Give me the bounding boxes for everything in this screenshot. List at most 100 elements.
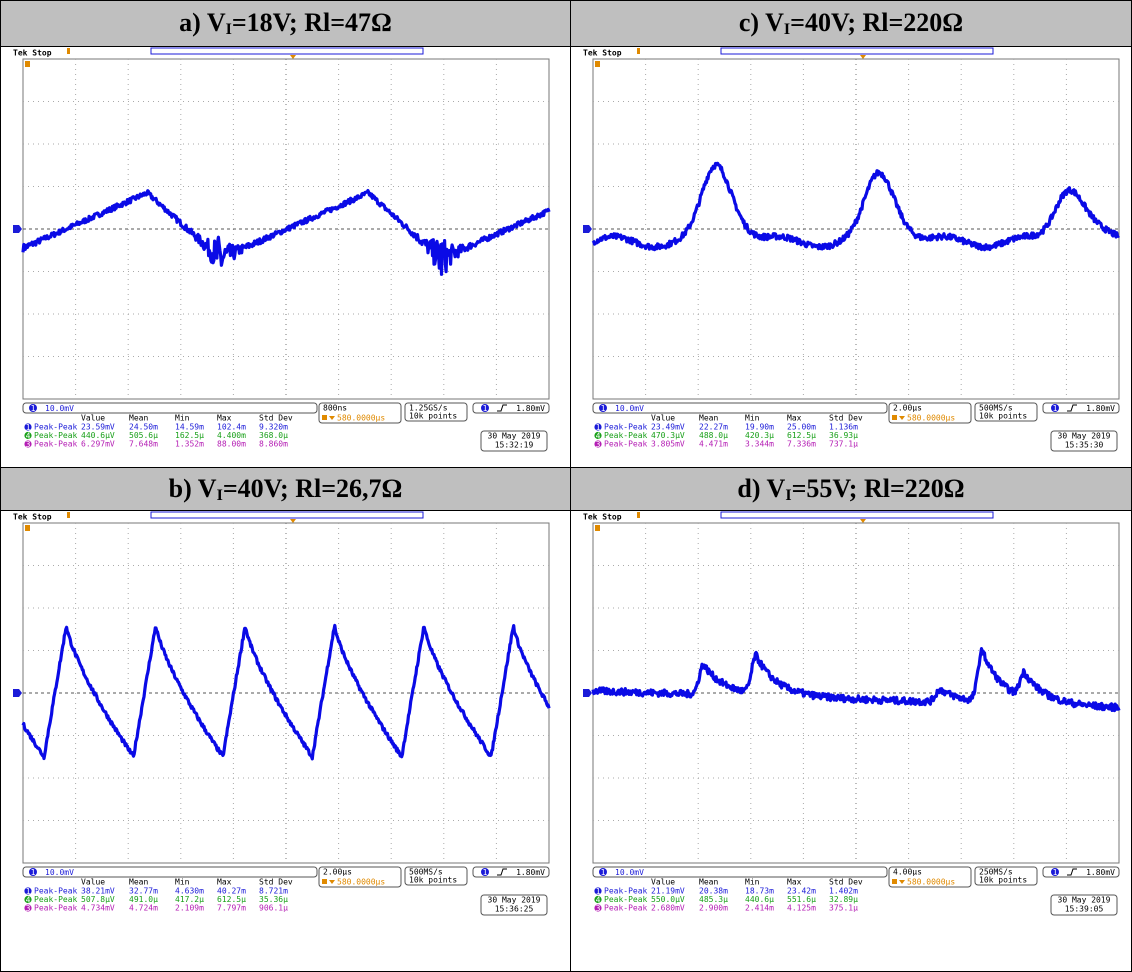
measurement-value: 7.648m <box>129 440 158 449</box>
panel-title: d) VI=55V; Rl=220Ω <box>737 474 964 505</box>
channel-number: 1 <box>1053 868 1058 877</box>
measurement-header: Value <box>81 414 105 423</box>
date: 30 May 2019 <box>488 896 541 905</box>
channel-marker <box>583 689 592 697</box>
channel-number: 3 <box>26 440 31 449</box>
measurement-value: 6.297mV <box>81 440 115 449</box>
marker <box>67 512 70 518</box>
channel-number: 1 <box>483 404 488 413</box>
measurement-header: Min <box>175 414 190 423</box>
measurement-header: Std Dev <box>829 414 863 423</box>
measurement-header: Max <box>787 878 802 887</box>
trigger-position: 580.0000µs <box>907 414 955 423</box>
position-icon <box>322 879 327 884</box>
channel-number: 1 <box>1053 404 1058 413</box>
record-length: 10k points <box>409 412 457 421</box>
panel-header: c) VI=40V; Rl=220Ω <box>571 1 1131 47</box>
title-text: a) V <box>179 8 225 37</box>
panel-title: b) VI=40V; Rl=26,7Ω <box>169 474 403 505</box>
status-label: Tek Stop <box>13 49 52 58</box>
trigger-level-marker <box>25 61 30 67</box>
status-label: Tek Stop <box>583 513 622 522</box>
measurement-value: 4.724m <box>129 904 158 913</box>
record-bar <box>151 48 423 54</box>
channel-scale: 10.0mV <box>615 404 644 413</box>
trigger-position: 580.0000µs <box>337 414 385 423</box>
measurement-value: 2.680mV <box>651 904 685 913</box>
measurement-value: 737.1µ <box>829 440 858 449</box>
time: 15:35:30 <box>1065 441 1104 450</box>
title-text: =40V; Rl=220Ω <box>790 8 963 37</box>
measurement-name: Peak-Peak <box>604 904 648 913</box>
trigger-marker <box>860 55 866 59</box>
measurement-value: 2.109m <box>175 904 204 913</box>
channel-number: 1 <box>601 404 606 413</box>
channel-number: 1 <box>601 868 606 877</box>
date: 30 May 2019 <box>488 432 541 441</box>
measurement-value: 2.900m <box>699 904 728 913</box>
trigger-level-marker <box>595 525 600 531</box>
channel-number: 3 <box>26 904 31 913</box>
trigger-level: 1.80mV <box>1086 868 1115 877</box>
measurement-value: 375.1µ <box>829 904 858 913</box>
timebase: 2.00µs <box>893 404 922 413</box>
title-text: =18V; Rl=47Ω <box>232 8 392 37</box>
channel-number: 3 <box>596 904 601 913</box>
record-bar <box>721 512 993 518</box>
trigger-level-marker <box>25 525 30 531</box>
record-bar <box>151 512 423 518</box>
record-bar <box>721 48 993 54</box>
trigger-level-marker <box>595 61 600 67</box>
oscilloscope-screen: Tek Stop 1 10.0mV Value Mean Min Max Std Dev 1 Pe… <box>11 47 563 465</box>
channel-number: 1 <box>31 868 36 877</box>
panel-header: b) VI=40V; Rl=26,7Ω <box>1 468 570 511</box>
measurement-value: 3.344m <box>745 440 774 449</box>
measurement-header: Value <box>81 878 105 887</box>
measurement-value: 4.125m <box>787 904 816 913</box>
measurement-header: Mean <box>699 414 718 423</box>
marker <box>67 48 70 54</box>
measurement-name: Peak-Peak <box>604 440 648 449</box>
measurement-header: Max <box>217 414 232 423</box>
measurement-header: Std Dev <box>259 878 293 887</box>
position-icon <box>892 879 897 884</box>
position-icon <box>892 415 897 420</box>
channel-scale: 10.0mV <box>45 868 74 877</box>
trigger-position: 580.0000µs <box>907 878 955 887</box>
channel-marker <box>583 225 592 233</box>
measurement-name: Peak-Peak <box>34 440 78 449</box>
timebase: 800ns <box>323 404 347 413</box>
measurement-value: 1.352m <box>175 440 204 449</box>
channel-number: 1 <box>483 868 488 877</box>
measurement-header: Value <box>651 414 675 423</box>
panel-header: d) VI=55V; Rl=220Ω <box>571 468 1131 511</box>
measurement-value: 4.734mV <box>81 904 115 913</box>
marker <box>637 512 640 518</box>
channel-number: 3 <box>596 440 601 449</box>
status-label: Tek Stop <box>13 513 52 522</box>
channel-marker <box>13 225 22 233</box>
title-text: =40V; Rl=26,7Ω <box>223 474 403 503</box>
timebase: 4.00µs <box>893 868 922 877</box>
measurement-header: Mean <box>129 414 148 423</box>
time: 15:39:05 <box>1065 905 1104 914</box>
record-length: 10k points <box>409 876 457 885</box>
measurement-header: Std Dev <box>259 414 293 423</box>
trigger-position: 580.0000µs <box>337 878 385 887</box>
trigger-level: 1.80mV <box>516 868 545 877</box>
title-text: d) V <box>737 474 785 503</box>
measurement-header: Std Dev <box>829 878 863 887</box>
channel-scale: 10.0mV <box>45 404 74 413</box>
record-length: 10k points <box>979 876 1027 885</box>
status-label: Tek Stop <box>583 49 622 58</box>
date: 30 May 2019 <box>1058 896 1111 905</box>
time: 15:32:19 <box>495 441 534 450</box>
trigger-level: 1.80mV <box>1086 404 1115 413</box>
channel-number: 1 <box>31 404 36 413</box>
panel-title: c) VI=40V; Rl=220Ω <box>739 8 963 39</box>
measurement-header: Min <box>745 414 760 423</box>
measurement-name: Peak-Peak <box>34 904 78 913</box>
trigger-marker <box>860 519 866 523</box>
measurement-value: 906.1µ <box>259 904 288 913</box>
